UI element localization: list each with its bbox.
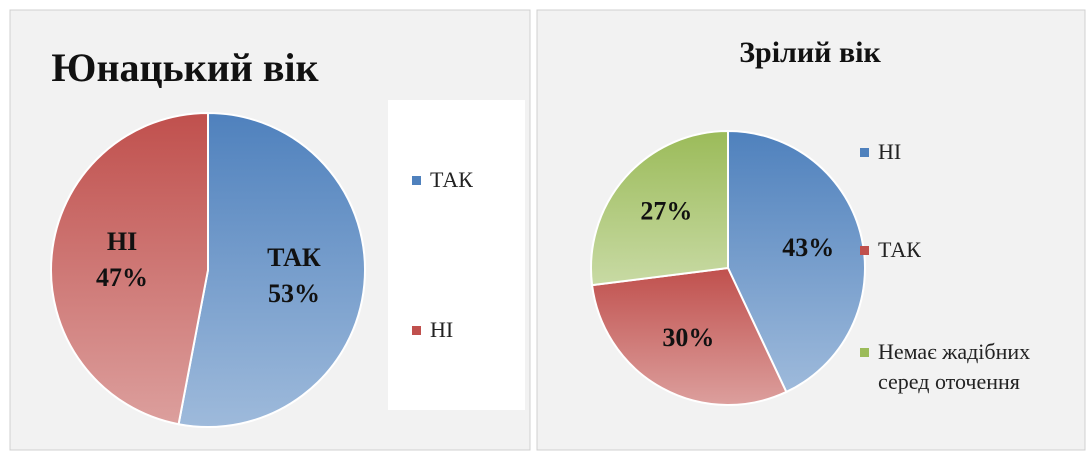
legend-swatch: [860, 148, 869, 157]
legend-item: НІ: [412, 315, 620, 345]
legend-swatch: [860, 246, 869, 255]
legend-swatch: [860, 348, 869, 357]
legend-label: НІ: [878, 139, 902, 164]
legend-item: Немає жадібних серед оточення: [860, 337, 1068, 397]
legend-label: ТАК: [878, 237, 921, 262]
value-label: 47%: [96, 263, 148, 292]
legend-label: НІ: [430, 317, 454, 342]
chart-title: Зрілий вік: [739, 36, 881, 69]
value-label: 53%: [268, 279, 320, 308]
pie-slice: [590, 129, 729, 287]
value-label: 27%: [640, 197, 692, 226]
legend-swatch: [412, 326, 421, 335]
legend-label: Немає жадібних серед оточення: [878, 339, 1031, 394]
legend-box: [388, 100, 525, 410]
value-label: 30%: [662, 323, 714, 352]
legend-item: НІ: [860, 137, 1068, 167]
pie-slice: [50, 111, 209, 426]
legend-item: ТАК: [860, 235, 1068, 265]
slice-name: НІ: [107, 227, 137, 256]
legend-swatch: [412, 176, 421, 185]
pie-slice: [177, 111, 366, 428]
value-label: 43%: [782, 233, 834, 262]
legend-item: ТАК: [412, 165, 620, 195]
pie-slice: [590, 266, 788, 406]
chart-title: Юнацький вік: [51, 45, 318, 90]
slice-name: ТАК: [267, 243, 321, 272]
pie-slice: [727, 129, 866, 394]
legend-label: ТАК: [430, 167, 473, 192]
